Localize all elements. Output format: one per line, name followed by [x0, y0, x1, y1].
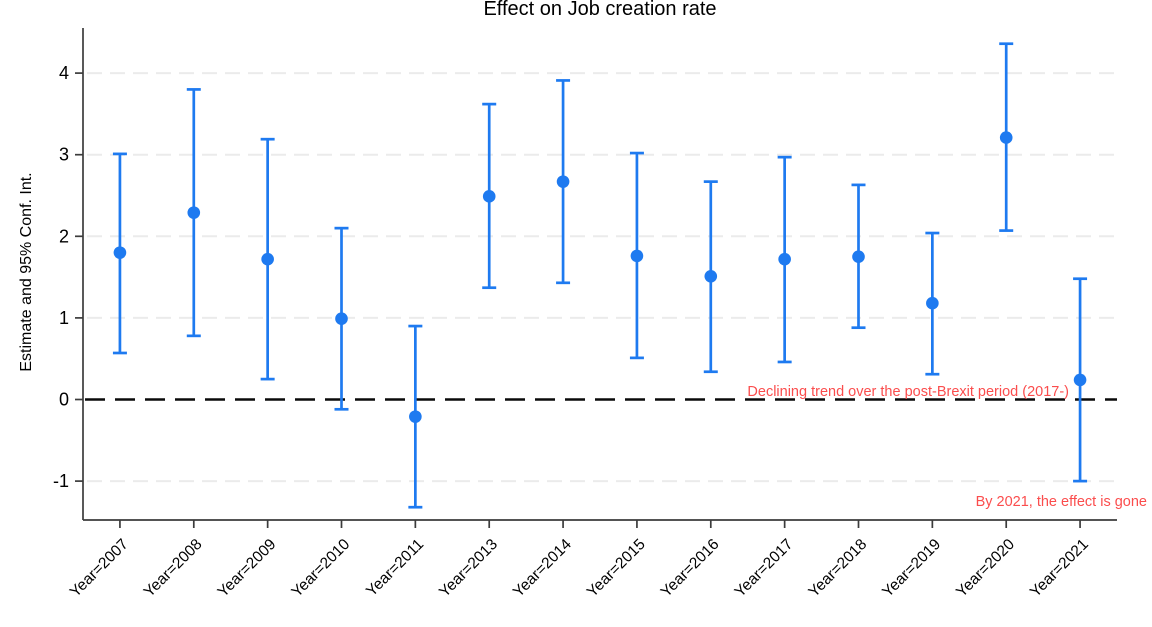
estimate-marker [704, 269, 718, 283]
estimate-marker [1073, 373, 1087, 387]
ci-errorbar [777, 155, 792, 364]
ci-errorbar [703, 180, 718, 374]
x-tick-label: Year=2015 [584, 536, 649, 601]
ci-errorbar [629, 151, 644, 360]
x-tick-label: Year=2016 [658, 536, 723, 601]
x-tick-label: Year=2020 [953, 536, 1018, 601]
ci-errorbar [112, 152, 127, 355]
x-tick-label: Year=2019 [879, 536, 944, 601]
estimate-marker [113, 246, 127, 259]
estimate-marker [556, 175, 570, 188]
gridlines-group [87, 72, 1117, 483]
ci-errorbar [925, 231, 940, 376]
x-tick-label: Year=2014 [510, 536, 575, 601]
x-tick-label: Year=2018 [805, 536, 870, 601]
ci-errorbar [408, 324, 423, 509]
estimate-marker [187, 206, 201, 219]
x-tick-label: Year=2007 [67, 536, 132, 601]
estimate-marker [335, 312, 348, 326]
errorbar-series-group [112, 42, 1088, 509]
ci-errorbar [260, 137, 275, 381]
y-tick-label: 2 [59, 226, 69, 246]
ci-errorbar [556, 79, 571, 285]
estimate-marker [630, 249, 644, 263]
ci-errorbar [999, 42, 1014, 232]
estimate-marker [852, 250, 865, 263]
x-tick-label: Year=2021 [1027, 536, 1092, 601]
chart-title: Effect on Job creation rate [483, 0, 716, 20]
x-tick-label: Year=2017 [732, 536, 797, 601]
y-tick-label: 0 [59, 390, 69, 410]
annotation-effect-gone-2021: By 2021, the effect is gone [976, 494, 1147, 510]
ci-errorbar [851, 183, 866, 330]
y-tick-label: 4 [59, 63, 69, 83]
x-tick-label: Year=2011 [363, 536, 427, 600]
y-tick-label: -1 [53, 471, 69, 491]
annotation-post-brexit-trend: Declining trend over the post-Brexit per… [747, 384, 1069, 400]
y-tick-label: 1 [59, 308, 69, 328]
x-tick-label: Year=2013 [436, 536, 501, 601]
estimate-marker [409, 410, 422, 423]
y-tick-label: 3 [59, 145, 69, 165]
ci-errorbar [482, 102, 497, 290]
estimate-marker [261, 252, 274, 266]
x-tick-label: Year=2010 [288, 536, 353, 601]
estimate-marker [482, 190, 496, 203]
axes-group [75, 28, 1117, 528]
estimate-marker [778, 252, 791, 266]
x-tick-label: Year=2009 [215, 536, 280, 601]
x-tick-label: Year=2008 [141, 536, 206, 601]
ci-errorbar [186, 88, 201, 338]
y-axis-title: Estimate and 95% Conf. Int. [18, 172, 35, 371]
estimate-marker [999, 131, 1013, 144]
ci-errorbar [1073, 277, 1088, 483]
ci-errorbar [334, 226, 349, 411]
estimate-marker [926, 296, 939, 310]
